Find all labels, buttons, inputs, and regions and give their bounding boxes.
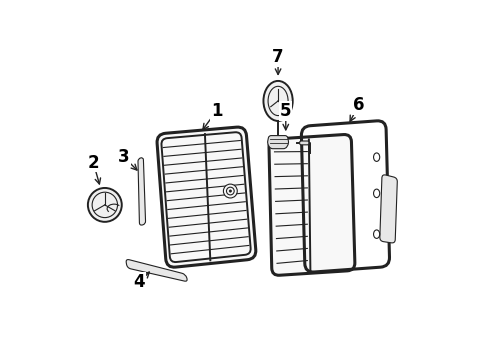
- PathPatch shape: [380, 175, 397, 243]
- Ellipse shape: [264, 81, 293, 121]
- Circle shape: [229, 190, 231, 192]
- PathPatch shape: [300, 141, 309, 145]
- Text: 7: 7: [272, 48, 284, 66]
- Circle shape: [223, 184, 237, 198]
- Text: 2: 2: [87, 154, 99, 172]
- PathPatch shape: [138, 158, 146, 225]
- Text: 1: 1: [211, 102, 222, 120]
- Text: 6: 6: [353, 96, 365, 114]
- Text: 3: 3: [118, 148, 130, 166]
- PathPatch shape: [268, 136, 289, 149]
- Text: 4: 4: [134, 273, 146, 291]
- PathPatch shape: [157, 127, 256, 267]
- PathPatch shape: [269, 135, 355, 275]
- Text: 5: 5: [280, 102, 292, 120]
- Circle shape: [88, 188, 122, 222]
- PathPatch shape: [126, 260, 187, 281]
